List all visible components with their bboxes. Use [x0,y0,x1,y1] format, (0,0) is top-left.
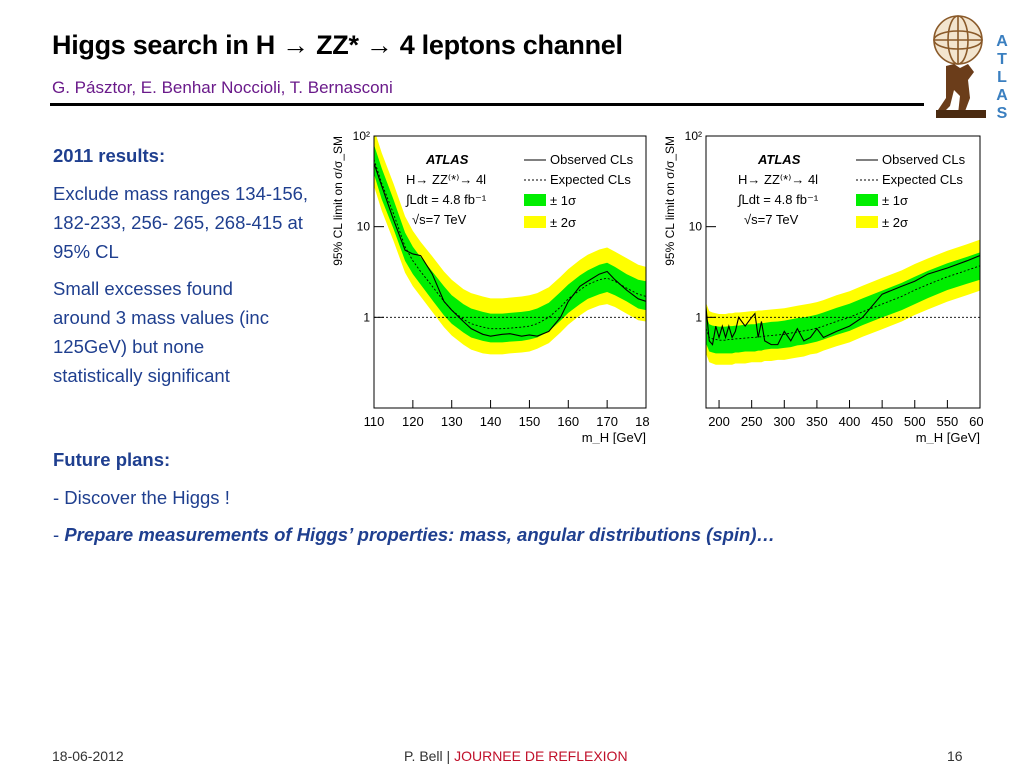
x-tick-label: 120 [402,414,424,429]
y-tick-label: 10 [357,220,371,234]
y-tick-label: 10 [689,220,703,234]
x-tick-label: 350 [806,414,828,429]
logo-letter-a1: A [996,33,1008,50]
x-axis-label: m_H [GeV] [916,430,980,444]
atlas-globe-figure [933,15,983,65]
y-tick-label: 1 [695,310,702,324]
future-item-discover: - Discover the Higgs ! [53,487,230,508]
title-divider [50,103,992,106]
future-item-measure-text: Prepare measurements of Higgs’ propertie… [64,524,776,545]
expected-limit-line [706,265,980,341]
x-tick-label: 160 [557,414,579,429]
plot-frame [705,135,981,409]
footer-date: 18-06-2012 [52,748,124,764]
footer-center: P. Bell | JOURNEE DE REFLEXION [404,748,628,764]
plot-area [706,239,980,365]
y-axis-label: 95% CL limit on σ/σ_SM [663,136,677,266]
x-axis-label: m_H [GeV] [582,430,646,444]
band-1-sigma [706,252,980,354]
legend-luminosity: ∫Ldt = 4.8 fb⁻¹ [405,192,487,207]
future-item-measure: - Prepare measurements of Higgs’ propert… [53,520,953,549]
legend-process: H→ ZZ⁽*⁾→ 4l [738,172,818,187]
expected-limit-line [374,159,646,330]
x-tick-label: 110 [364,414,385,429]
legend-2sigma-key [524,216,546,228]
atlas-logo: A T L A S [924,6,1020,120]
footer-page-number: 16 [947,748,963,764]
legend-1sigma-label: ± 1σ [882,193,908,208]
x-tick-label: 170 [596,414,618,429]
legend-process: H→ ZZ⁽*⁾→ 4l [406,172,486,187]
logo-letter-t: T [997,51,1007,68]
atlas-figure-body [938,64,974,114]
x-tick-label: 400 [839,414,861,429]
legend-observed-label: Observed CLs [550,152,634,167]
legend-expected-label: Expected CLs [550,172,631,187]
legend-2sigma-label: ± 2σ [882,215,908,230]
y-tick-label: 10² [353,129,370,143]
x-tick-label: 140 [480,414,502,429]
legend-1sigma-key [524,194,546,206]
limit-plot-high-mass: 200 250 300 350 400 450 500 550 600 1 10 10² m_H [Ge… [663,129,984,444]
legend-experiment: ATLAS [425,152,469,167]
footer-author: P. Bell | [404,748,455,764]
legend-1sigma-label: ± 1σ [550,193,576,208]
observed-limit-line [706,255,980,346]
legend-1sigma-key [856,194,878,206]
slide-title: Higgs search in H → ZZ* → 4 leptons chan… [52,30,623,60]
x-tick-label: 200 [708,414,730,429]
observed-limit-line [374,163,646,337]
results-excess-text: Small excesses found around 3 mass value… [53,278,269,386]
x-tick-label: 130 [441,414,463,429]
future-item-measure-dash: - [53,524,65,545]
legend-expected-label: Expected CLs [882,172,963,187]
x-tick-label: 450 [871,414,893,429]
legend-energy: √s=7 TeV [412,212,467,227]
legend-experiment: ATLAS [757,152,801,167]
legend-2sigma-key [856,216,878,228]
legend-2sigma-label: ± 2σ [550,215,576,230]
footer-event: JOURNEE DE REFLEXION [454,748,628,764]
slide-authors: G. Pásztor, E. Benhar Noccioli, T. Berna… [52,78,393,97]
plot-frame [373,135,647,409]
logo-letter-s: S [997,105,1008,120]
legend-luminosity: ∫Ldt = 4.8 fb⁻¹ [737,192,819,207]
band-1-sigma [374,144,646,343]
x-tick-label: 250 [741,414,763,429]
results-exclusion-text: Exclude mass ranges 134-156, 182-233, 25… [53,183,309,262]
future-heading: Future plans: [53,449,171,470]
y-tick-label: 10² [685,129,702,143]
legend-observed-label: Observed CLs [882,152,966,167]
y-axis-label: 95% CL limit on σ/σ_SM [331,136,345,266]
plot-area [374,136,646,355]
logo-letter-a2: A [996,87,1008,104]
logo-letter-l: L [997,69,1007,86]
x-tick-label: 600 [969,414,984,429]
limit-plot-low-mass: 11012013014015016017018011010²m_H [GeV]9… [331,129,650,444]
x-tick-label: 500 [904,414,926,429]
y-tick-label: 1 [363,310,370,324]
legend-energy: √s=7 TeV [744,212,799,227]
results-heading: 2011 results: [53,145,166,166]
x-tick-label: 180 [635,414,650,429]
x-tick-label: 150 [519,414,541,429]
x-tick-label: 550 [937,414,959,429]
x-tick-label: 300 [773,414,795,429]
